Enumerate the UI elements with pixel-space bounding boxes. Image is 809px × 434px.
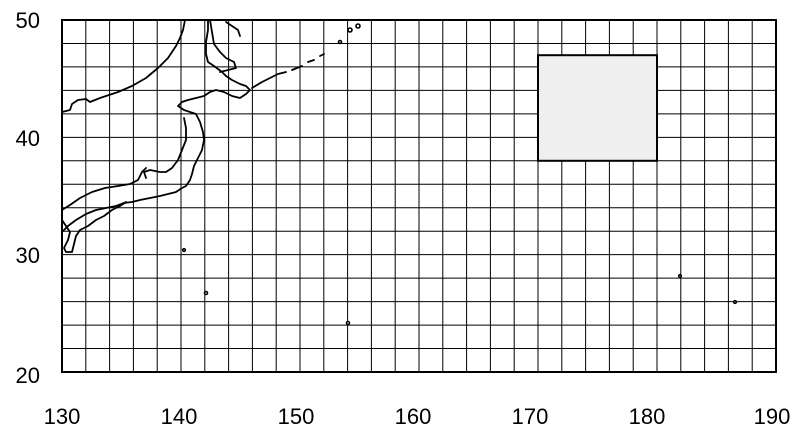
x-tick-label: 150 <box>278 404 315 429</box>
honshu-inner-coastline <box>143 117 187 179</box>
y-tick-label: 50 <box>16 8 40 33</box>
island-marker <box>203 290 209 296</box>
y-tick-label: 30 <box>16 243 40 268</box>
x-axis-ticks: 130 140 150 160 170 180 190 <box>44 404 791 429</box>
island-marker <box>355 23 361 29</box>
x-tick-label: 160 <box>395 404 432 429</box>
y-axis-ticks: 50 40 30 20 <box>16 8 40 388</box>
island-marker <box>337 39 343 45</box>
island-layer <box>181 23 738 326</box>
korea-south-coastline <box>61 167 147 211</box>
kuril-islands <box>251 53 325 89</box>
island-marker <box>345 320 351 326</box>
y-tick-label: 20 <box>16 363 40 388</box>
x-tick-label: 130 <box>44 404 81 429</box>
honshu-coastline <box>61 19 251 233</box>
map-frame <box>61 19 777 373</box>
korea-coastline <box>61 19 186 113</box>
island-marker <box>732 299 738 305</box>
x-tick-label: 180 <box>629 404 666 429</box>
island-marker <box>181 247 187 253</box>
x-tick-label: 140 <box>161 404 198 429</box>
sakhalin-coastline <box>225 21 241 37</box>
y-tick-label: 40 <box>16 126 40 151</box>
island-marker <box>347 27 353 33</box>
coastline-layer <box>61 19 251 253</box>
grid-lines <box>61 19 777 373</box>
hokkaido-coastline <box>209 19 237 73</box>
x-tick-label: 190 <box>754 404 791 429</box>
x-tick-label: 170 <box>512 404 549 429</box>
island-marker <box>677 273 683 279</box>
highlight-region-box <box>537 54 658 162</box>
kyushu-coastline <box>61 201 127 253</box>
